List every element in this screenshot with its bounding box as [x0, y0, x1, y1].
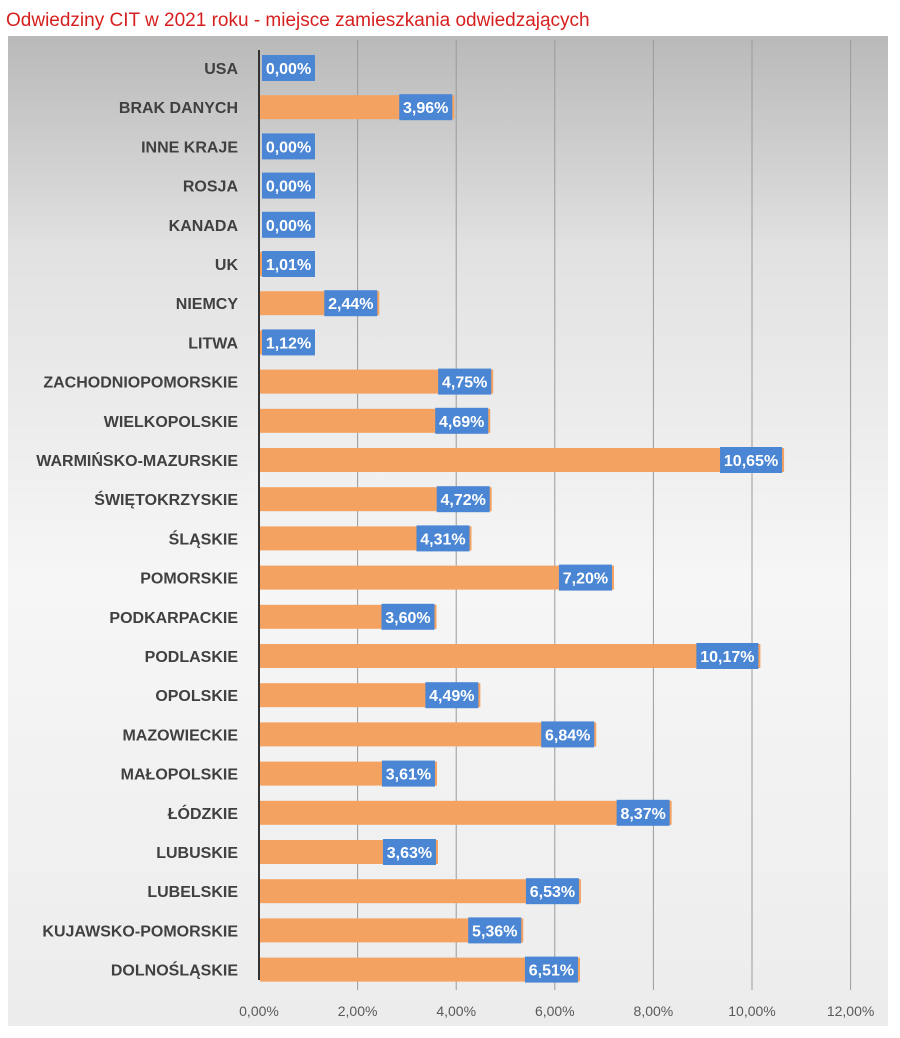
data-label: 10,65%: [724, 453, 778, 470]
data-label: 8,37%: [620, 806, 665, 823]
x-tick-label: 4,00%: [436, 1003, 476, 1019]
data-label-box: [468, 917, 522, 944]
data-label-box: [720, 447, 783, 473]
data-label-box: [262, 251, 315, 277]
data-label: 3,60%: [385, 610, 430, 627]
data-label: 4,75%: [442, 375, 487, 392]
category-label: PODLASKIE: [145, 649, 239, 666]
category-label: LUBELSKIE: [147, 884, 238, 901]
data-label: 3,96%: [403, 100, 448, 117]
data-label-box: [262, 55, 315, 81]
category-label: DOLNOŚLĄSKIE: [111, 961, 238, 980]
category-label: ŚWIĘTOKRZYSKIE: [94, 490, 238, 509]
data-label-box: [696, 643, 759, 669]
chart-title: Odwiedziny CIT w 2021 roku - miejsce zam…: [6, 10, 590, 31]
data-label-box: [525, 878, 579, 905]
category-label: NIEMCY: [176, 296, 239, 313]
data-label-box: [381, 603, 435, 630]
bar: [260, 448, 785, 472]
data-label: 6,53%: [530, 884, 575, 901]
x-tick-label: 6,00%: [535, 1003, 575, 1019]
category-label: INNE KRAJE: [141, 139, 238, 156]
bar: [260, 565, 614, 590]
data-label-box: [541, 721, 595, 748]
data-label: 3,61%: [386, 767, 431, 784]
data-label-box: [616, 799, 670, 826]
category-label: UK: [215, 257, 239, 274]
data-label: 10,17%: [700, 649, 754, 666]
data-label-box: [438, 368, 492, 395]
data-label-box: [324, 290, 378, 317]
data-label-box: [262, 172, 315, 199]
data-label: 0,00%: [266, 139, 311, 156]
category-label: ŁÓDZKIE: [168, 804, 239, 823]
data-label-box: [382, 839, 436, 865]
bar: [260, 722, 597, 747]
bar: [260, 800, 672, 825]
data-label: 2,44%: [328, 296, 373, 313]
x-tick-label: 8,00%: [634, 1003, 674, 1019]
category-label: OPOLSKIE: [155, 688, 238, 705]
category-label: MAŁOPOLSKIE: [121, 767, 239, 784]
category-label: PODKARPACKIE: [109, 610, 238, 627]
data-label: 0,00%: [266, 179, 311, 196]
category-label: BRAK DANYCH: [119, 100, 238, 117]
x-tick-label: 12,00%: [827, 1003, 874, 1019]
category-label: ROSJA: [183, 179, 239, 196]
data-label: 4,49%: [429, 688, 474, 705]
data-label: 6,51%: [529, 963, 574, 980]
data-label-box: [262, 133, 315, 160]
data-label: 4,72%: [441, 492, 486, 509]
data-label-box: [558, 564, 612, 591]
category-label: ŚLĄSKIE: [169, 529, 239, 548]
data-label-box: [416, 525, 470, 552]
category-label: KUJAWSKO-POMORSKIE: [42, 923, 238, 940]
data-label-box: [381, 760, 435, 787]
data-label: 1,01%: [266, 257, 311, 274]
data-label-box: [262, 211, 315, 238]
data-label: 1,12%: [266, 335, 311, 352]
data-label: 0,00%: [266, 61, 311, 78]
data-label-box: [435, 407, 489, 434]
category-label: MAZOWIECKIE: [122, 727, 238, 744]
data-label-box: [436, 486, 490, 513]
data-label: 0,00%: [266, 218, 311, 235]
bar: [260, 644, 761, 668]
x-tick-label: 10,00%: [728, 1003, 775, 1019]
category-label: POMORSKIE: [140, 571, 238, 588]
x-tick-label: 0,00%: [239, 1003, 279, 1019]
category-label: LITWA: [188, 335, 238, 352]
data-label: 4,31%: [420, 531, 465, 548]
data-label-box: [399, 94, 453, 121]
category-label: KANADA: [169, 218, 239, 235]
data-label: 7,20%: [563, 571, 608, 588]
data-label: 6,84%: [545, 727, 590, 744]
data-label-box: [524, 956, 578, 983]
category-label: WARMIŃSKO-MAZURSKIE: [36, 451, 238, 470]
category-label: LUBUSKIE: [156, 845, 238, 862]
x-tick-label: 2,00%: [338, 1003, 378, 1019]
data-label: 4,69%: [439, 414, 484, 431]
category-label: ZACHODNIOPOMORSKIE: [43, 375, 238, 392]
category-label: WIELKOPOLSKIE: [104, 414, 239, 431]
data-label-box: [425, 682, 479, 709]
data-label: 5,36%: [472, 923, 517, 940]
data-label-box: [262, 329, 315, 356]
category-label: USA: [204, 61, 238, 78]
data-label: 3,63%: [387, 845, 432, 862]
